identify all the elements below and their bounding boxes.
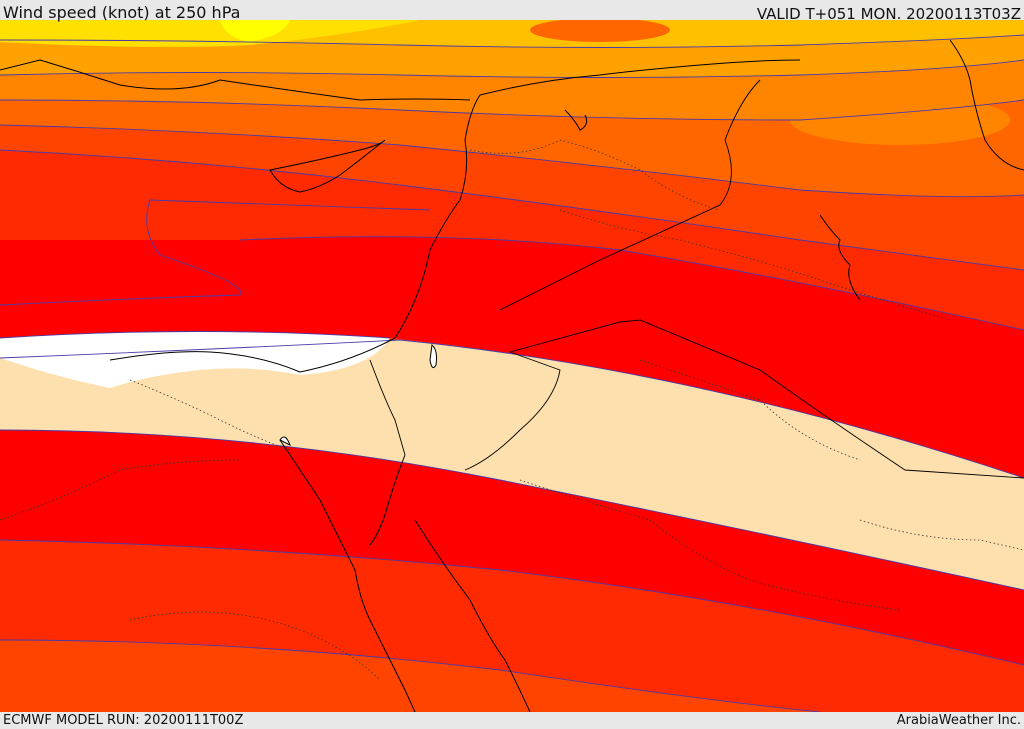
map-title: Wind speed (knot) at 250 hPa xyxy=(3,3,241,22)
credit-label: ArabiaWeather Inc. xyxy=(896,713,1021,728)
footer-bar: ECMWF MODEL RUN: 20200111T00Z ArabiaWeat… xyxy=(0,712,1024,729)
wind-blob-east xyxy=(790,95,1010,145)
wind-band-south-red xyxy=(0,430,1024,665)
header-bar: Wind speed (knot) at 250 hPa VALID T+051… xyxy=(0,0,1024,23)
wind-band-north-6 xyxy=(0,35,1024,78)
wind-blob-north xyxy=(530,20,670,42)
dead-sea xyxy=(429,344,437,369)
wind-band-north-3 xyxy=(0,125,1024,270)
water-features xyxy=(279,344,437,447)
gulf-of-suez-top xyxy=(279,436,291,447)
contour-lines xyxy=(0,34,1024,712)
wind-band-north-4 xyxy=(0,100,1024,197)
valid-time: VALID T+051 MON. 20200113T03Z xyxy=(756,5,1021,23)
internal-borders xyxy=(0,139,1024,681)
wind-band-north-2 xyxy=(0,150,1024,330)
wind-band-south-3 xyxy=(0,640,820,712)
model-run-label: ECMWF MODEL RUN: 20200111T00Z xyxy=(3,713,244,728)
wind-band-north-9 xyxy=(220,20,290,42)
wind-band-peach xyxy=(0,340,1024,590)
wind-band-central-red xyxy=(0,236,1024,478)
borders xyxy=(369,79,1024,479)
coastlines xyxy=(0,39,1024,712)
wind-band-north-5 xyxy=(0,60,1024,120)
wind-speed-map xyxy=(0,20,1024,712)
